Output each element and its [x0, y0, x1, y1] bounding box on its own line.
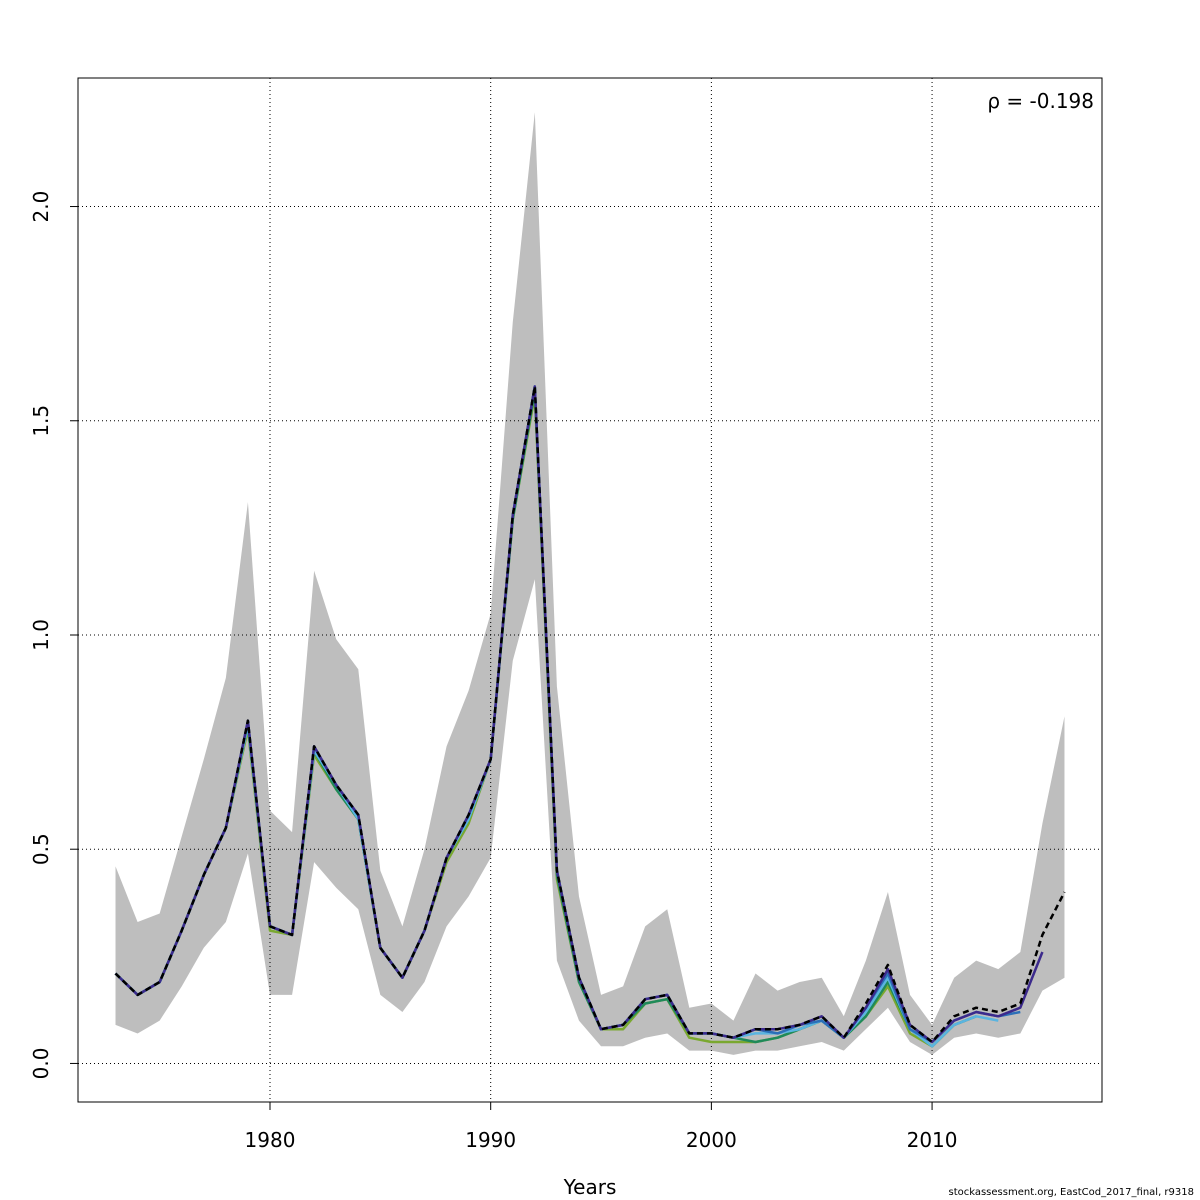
x-axis-title: Years [563, 1175, 617, 1199]
y-tick-label: 1.0 [29, 619, 53, 651]
y-tick-label: 0.0 [29, 1048, 53, 1080]
x-tick-label: 1980 [245, 1128, 296, 1152]
grid-layer [78, 78, 1102, 1102]
rho-annotation: ρ = -0.198 [987, 89, 1094, 113]
confidence-band-layer [115, 112, 1065, 1055]
axis-layer: 1980 1990 2000 2010 0.0 0.5 1.0 1.5 2.0 [29, 191, 958, 1152]
x-tick-label: 2000 [686, 1128, 737, 1152]
y-tick-label: 0.5 [29, 833, 53, 865]
credit-text: stockassessment.org, EastCod_2017_final,… [948, 1187, 1194, 1198]
y-tick-label: 1.5 [29, 405, 53, 437]
x-tick-label: 2010 [907, 1128, 958, 1152]
series-line-0 [114, 385, 1066, 1044]
series-layer [114, 385, 1066, 1048]
confidence-band [115, 112, 1065, 1055]
y-tick-label: 2.0 [29, 191, 53, 223]
plot-frame [77, 77, 1103, 1103]
x-tick-label: 1990 [465, 1128, 516, 1152]
